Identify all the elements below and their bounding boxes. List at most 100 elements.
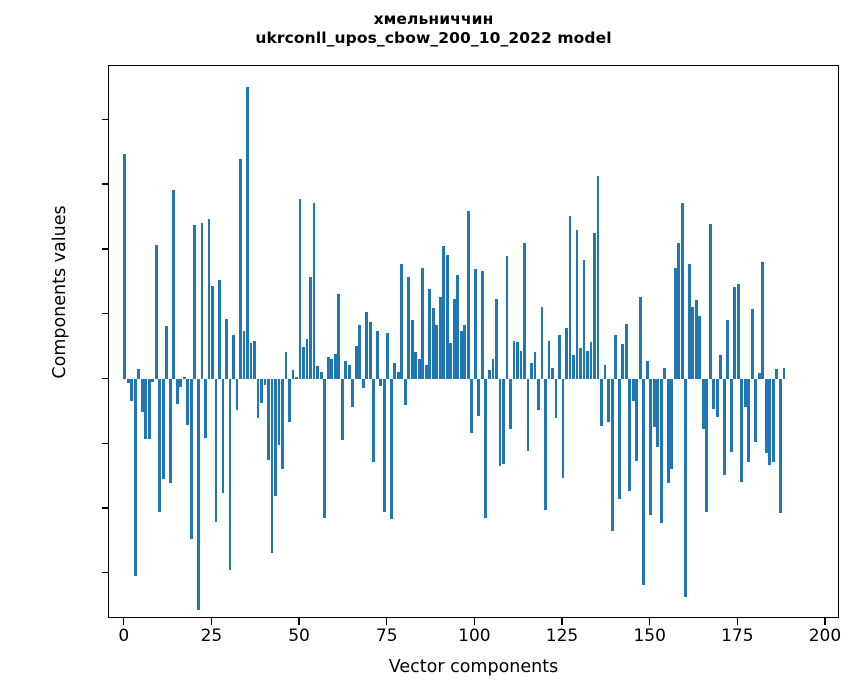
bar [193, 225, 197, 380]
bar [319, 371, 323, 380]
x-tick-label: 25 [200, 626, 223, 646]
bar [214, 379, 218, 522]
bar [452, 299, 456, 380]
bar [232, 335, 235, 380]
bar [666, 379, 670, 483]
bar [414, 352, 418, 380]
x-tick-mark [386, 618, 388, 625]
bar [228, 379, 232, 570]
bar [607, 379, 610, 423]
bar [733, 287, 737, 380]
bar [211, 286, 214, 380]
bar [652, 379, 656, 428]
bar [165, 326, 169, 380]
x-tick-label: 100 [458, 626, 491, 646]
bar [750, 309, 754, 380]
bar [600, 379, 603, 427]
bar [235, 379, 239, 411]
bar [495, 299, 498, 380]
bar [161, 379, 165, 480]
bar [712, 379, 716, 410]
bar [687, 264, 691, 380]
bar [586, 350, 589, 380]
x-tick-label: 75 [375, 626, 398, 646]
bar [516, 341, 519, 380]
bar [323, 379, 326, 518]
chart-title-line-2: ukrconll_upos_cbow_200_10_2022 model [255, 29, 612, 47]
bar [421, 268, 425, 380]
bar [253, 340, 256, 380]
bar [708, 224, 712, 380]
bar [722, 379, 726, 476]
bar [747, 379, 751, 463]
bar [186, 379, 190, 425]
bar [291, 370, 295, 380]
bar [403, 379, 407, 406]
bar [530, 362, 533, 380]
bar [649, 379, 653, 516]
bar [326, 357, 330, 380]
bar [168, 379, 172, 483]
bar [407, 277, 411, 380]
bar [771, 379, 775, 463]
bar [260, 379, 263, 403]
bar [778, 379, 782, 513]
bar [628, 379, 632, 491]
bar [701, 379, 705, 429]
bar [396, 371, 400, 380]
x-tick-label: 50 [288, 626, 310, 646]
bar [133, 379, 137, 577]
bar [239, 159, 242, 380]
bar [673, 268, 677, 380]
bar [126, 379, 130, 384]
bar [277, 379, 281, 446]
bar [572, 354, 575, 380]
bar [558, 335, 561, 380]
bar [147, 379, 151, 439]
bar [621, 344, 625, 380]
bar [540, 306, 544, 380]
bar [523, 243, 526, 380]
bar [197, 379, 200, 610]
bar [379, 379, 383, 386]
bar [284, 352, 288, 380]
x-tick-label: 200 [808, 626, 842, 646]
y-tick-mark [101, 377, 108, 380]
bar [263, 379, 267, 385]
bar [386, 332, 390, 380]
bar [736, 283, 740, 380]
bar [477, 379, 481, 416]
bar [389, 379, 393, 520]
bar [375, 331, 379, 380]
bar [435, 325, 439, 380]
bar [537, 379, 540, 411]
bar [442, 246, 446, 380]
bar [684, 379, 688, 597]
bar [715, 379, 719, 417]
bar [726, 319, 730, 380]
bar [656, 379, 660, 447]
x-tick-mark [123, 618, 125, 625]
bar [354, 345, 358, 380]
bar [659, 379, 663, 524]
bar [158, 379, 162, 512]
bar [344, 361, 348, 380]
bar [610, 379, 614, 531]
bar [207, 218, 211, 380]
bar [512, 340, 516, 380]
bar [757, 372, 761, 380]
bar [680, 203, 684, 380]
bar [740, 379, 744, 482]
bar [593, 233, 596, 380]
x-tick-mark [824, 618, 826, 625]
bar [400, 264, 404, 380]
bar [358, 325, 362, 380]
bar [670, 379, 674, 469]
bar [491, 358, 495, 380]
bar [663, 367, 667, 380]
bar [302, 347, 305, 380]
y-tick-mark [101, 248, 108, 250]
bar [638, 296, 642, 380]
bar [288, 379, 291, 423]
bar [547, 340, 551, 380]
